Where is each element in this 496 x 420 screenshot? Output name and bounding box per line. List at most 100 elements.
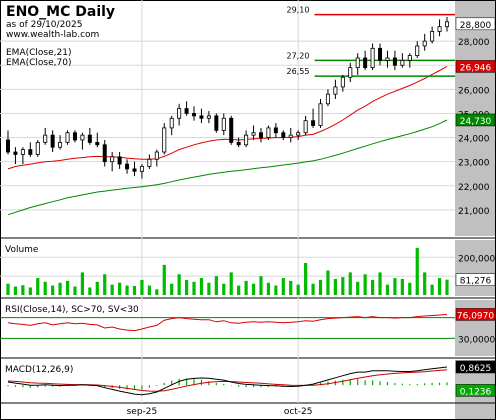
volume-bar [13,286,18,295]
support-level-label: 26,55 [287,67,310,76]
volume-bar [296,284,300,295]
candle-body [199,115,204,119]
resistance-level-label: 29,10 [287,6,310,15]
candle [177,103,182,126]
macd-hist-tag [455,384,496,397]
candle [184,101,189,116]
candle [35,139,40,157]
candle [162,123,167,155]
candle [110,152,115,172]
volume-bar [378,272,382,295]
volume-bar [162,264,166,295]
volume-axis-panel [455,240,496,296]
chart-title: ENO_MC Daily [6,4,115,20]
volume-legend: Volume [5,245,39,255]
candle [13,147,18,165]
date-axis [0,403,455,420]
candle [244,130,249,148]
candle-body [303,120,308,134]
volume-bar [147,285,151,295]
price-tick-label: 22,000 [458,183,490,193]
candle-body [28,149,33,155]
candle-body [258,132,263,138]
candle [117,152,122,169]
candle [125,159,130,174]
candle-body [184,108,189,114]
candle-body [72,132,77,141]
volume-bar [95,281,99,295]
volume-bar [170,283,174,295]
volume-bar [222,283,226,295]
candle-body [65,132,70,143]
candle-body [251,132,256,136]
candle-body [281,132,286,138]
volume-bar [65,280,70,295]
candle-body [58,141,63,148]
candle-body [400,60,405,66]
rsi-last-value: 76,0970 [457,311,494,321]
candle [80,132,85,150]
candle [325,89,330,107]
volume-bar [251,283,256,295]
volume-bar [408,282,412,295]
volume-bar [51,285,55,295]
volume-bar [36,278,40,295]
candle [407,53,412,68]
candle-body [6,139,11,153]
macd-hist-value: 0,1236 [460,387,492,397]
candle [169,115,174,136]
volume-bar [400,278,404,295]
volume-bar [423,272,427,295]
candle [221,113,226,136]
candle-body [214,115,219,131]
volume-bar [214,276,218,295]
candle [311,108,316,128]
candle [370,43,375,71]
candle-body [139,166,144,172]
candle [340,74,345,92]
volume-bar [88,287,92,295]
candle [28,142,33,157]
volume-bar [370,279,375,295]
price-tick-label: 26,000 [458,86,490,96]
candle [58,135,63,150]
candle [378,43,383,66]
volume-bar [341,277,345,295]
candle [20,147,25,165]
candle-body [392,57,397,66]
volume-bar [281,278,285,295]
candle-body [430,31,435,42]
candle [281,130,286,140]
candle-body [385,57,390,61]
ema70-value: 24,730 [460,117,492,127]
volume-bar [229,272,233,295]
candle-body [370,47,375,69]
volume-bar [363,274,367,295]
candle-body [80,134,85,141]
candle-body [266,127,271,138]
volume-last-value: 81,276 [460,277,492,287]
candle [206,111,211,124]
candle [199,108,204,124]
volume-bar [415,247,419,295]
rsi-last-tag [455,308,496,321]
candle-body [87,134,92,143]
volume-bar [333,278,337,295]
volume-bar [385,284,390,295]
candle [192,106,197,121]
candle [437,19,442,37]
price-tick-label: 23,000 [458,159,490,169]
candle [363,50,368,71]
candle [296,130,301,140]
volume-bar [237,285,241,295]
candle-body [340,76,345,88]
candle-body [13,151,18,155]
volume-bar [140,279,144,295]
candle [400,53,405,68]
volume-bar [80,272,85,295]
macd-line [7,366,448,396]
volume-bar [393,278,397,295]
ema21-value: 26,946 [460,63,492,73]
price-tick-label: 21,000 [458,207,490,217]
